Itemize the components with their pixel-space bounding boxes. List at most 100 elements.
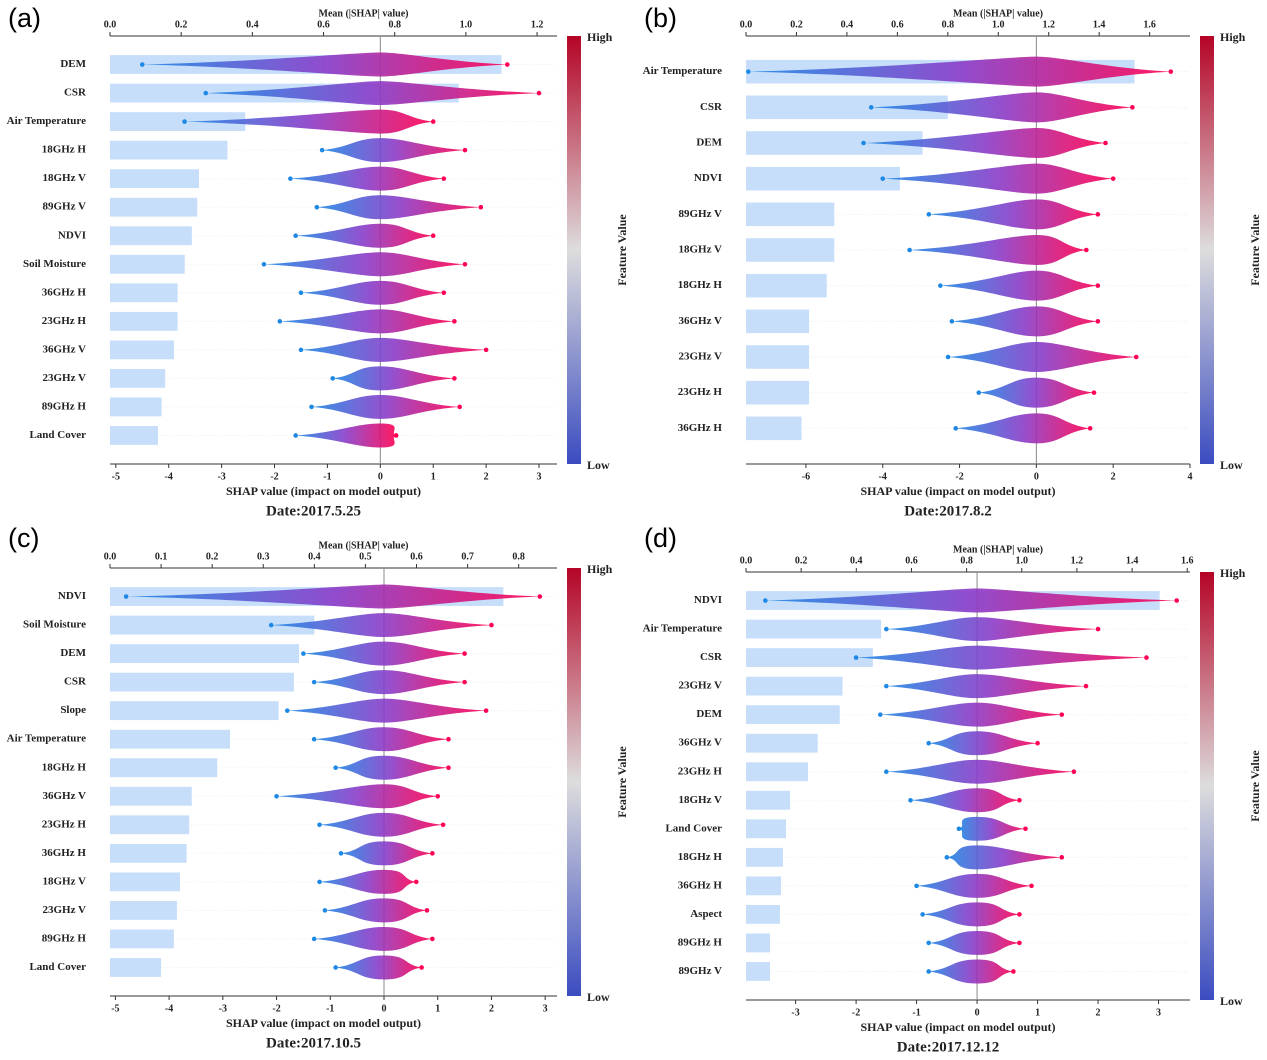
mean-shap-bar [746, 238, 835, 262]
swarm-min-point [880, 176, 886, 181]
swarm-max-point [489, 622, 494, 628]
swarm-max-point [413, 879, 419, 885]
swarm-max-point [1091, 390, 1097, 395]
swarm-max-point [1133, 354, 1139, 360]
bottom-tick-label: 4 [1188, 471, 1193, 482]
swarm-max-point [446, 765, 451, 771]
date-caption: Date:2017.10.5 [266, 1035, 361, 1051]
top-tick-label: 0.2 [790, 19, 803, 30]
beeswarm [928, 199, 1098, 230]
panel-label: (c) [8, 523, 39, 553]
top-tick-label: 0.6 [410, 551, 423, 562]
beeswarm [276, 784, 438, 809]
feature-label: 23GHz H [678, 765, 723, 777]
feature-label: 18GHz H [678, 279, 723, 291]
mean-shap-bar [110, 958, 162, 977]
swarm-min-point [139, 62, 145, 67]
top-tick-label: 0.2 [206, 551, 219, 562]
feature-label: Soil Moisture [23, 258, 86, 270]
swarm-min-point [877, 712, 883, 717]
swarm-max-point [1095, 319, 1101, 324]
top-axis-title: Mean (|SHAP| value) [319, 8, 409, 19]
colorbar-title: Feature Value [1248, 214, 1262, 286]
mean-shap-bar [110, 283, 178, 303]
bottom-tick-label: -2 [270, 471, 278, 482]
mean-shap-bar [746, 819, 786, 839]
mean-shap-bar [110, 672, 294, 692]
feature-label: 89GHz V [679, 208, 723, 220]
swarm-max-point [1017, 912, 1022, 917]
mean-shap-bar [746, 790, 791, 810]
colorbar [1200, 36, 1214, 464]
swarm-max-point [430, 119, 436, 124]
swarm-max-point [462, 147, 468, 153]
swarm-min-point [311, 679, 317, 685]
swarm-min-point [123, 594, 129, 599]
swarm-min-point [333, 765, 338, 771]
swarm-max-point [1023, 826, 1028, 832]
swarm-max-point [462, 679, 467, 685]
swarm-max-point [1130, 105, 1135, 110]
swarm-min-point [926, 212, 932, 217]
feature-label: 23GHz H [678, 386, 723, 398]
swarm-min-point [274, 793, 279, 799]
feature-label: 18GHz H [42, 144, 87, 156]
mean-shap-bar [110, 701, 279, 721]
beeswarm [319, 812, 444, 837]
bottom-tick-label: 0 [975, 1007, 980, 1018]
top-tick-label: 0.8 [942, 19, 955, 30]
swarm-max-point [1103, 140, 1108, 146]
top-tick-label: 0.0 [104, 19, 117, 30]
swarm-max-point [1083, 247, 1089, 253]
mean-shap-bar [746, 95, 948, 120]
colorbar [567, 568, 581, 996]
swarm-min-point [908, 797, 913, 803]
beeswarm [928, 731, 1038, 756]
bottom-tick-label: -4 [165, 471, 173, 482]
swarm-min-point [976, 390, 982, 395]
colorbar-low: Low [587, 990, 610, 1004]
x-axis-title: SHAP value (impact on model output) [226, 1016, 421, 1030]
mean-shap-bar [110, 397, 162, 417]
mean-shap-bar [746, 166, 900, 191]
beeswarm [748, 56, 1171, 87]
swarm-min-point [944, 855, 950, 860]
swarm-max-point [1083, 683, 1089, 689]
top-tick-label: 0.0 [104, 551, 117, 562]
feature-label: CSR [64, 676, 87, 688]
feature-label: 36GHz H [42, 286, 87, 298]
feature-label: 36GHz V [43, 343, 87, 355]
mean-shap-bar [746, 733, 818, 753]
swarm-min-point [319, 147, 325, 153]
swarm-max-point [462, 261, 468, 267]
mean-shap-bar [110, 197, 198, 217]
beeswarm [126, 584, 540, 609]
beeswarm [300, 337, 487, 362]
swarm-max-point [483, 708, 489, 713]
top-tick-label: 0.0 [740, 555, 753, 566]
mean-shap-bar [746, 676, 843, 696]
feature-label: 36GHz V [43, 790, 87, 802]
beeswarm [271, 613, 492, 638]
beeswarm [335, 955, 422, 980]
top-axis-title: Mean (|SHAP| value) [953, 544, 1043, 555]
swarm-min-point [949, 319, 955, 324]
mean-shap-bar [746, 309, 810, 334]
top-tick-label: 0.8 [960, 555, 973, 566]
swarm-min-point [868, 105, 874, 110]
top-tick-label: 0.2 [795, 555, 808, 566]
bottom-tick-label: -5 [112, 471, 120, 482]
swarm-max-point [483, 347, 489, 353]
top-tick-label: 1.2 [531, 19, 544, 30]
mean-shap-bar [746, 380, 810, 405]
colorbar-low: Low [1220, 994, 1243, 1008]
beeswarm [332, 366, 455, 391]
feature-label: Land Cover [29, 429, 86, 441]
swarm-min-point [945, 354, 951, 360]
mean-shap-bar [746, 705, 840, 725]
beeswarm [316, 195, 481, 220]
feature-label: 23GHz V [43, 904, 87, 916]
mean-shap-bar [746, 345, 810, 369]
top-tick-label: 1.2 [1042, 19, 1055, 30]
swarm-max-point [1029, 883, 1034, 889]
